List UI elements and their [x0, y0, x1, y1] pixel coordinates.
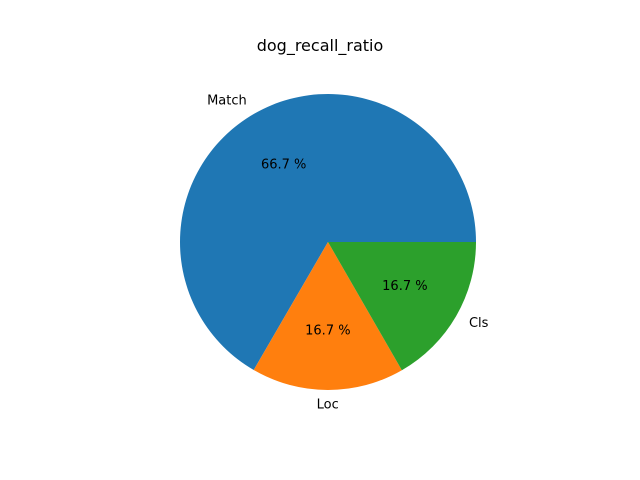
slice-percent-match: 66.7 % — [261, 158, 306, 173]
slice-label-cls: Cls — [469, 316, 489, 331]
slice-label-loc: Loc — [317, 397, 339, 412]
pie-slice-match — [180, 93, 477, 371]
pie-slice-loc — [253, 242, 402, 390]
slice-percent-cls: 16.7 % — [382, 279, 427, 294]
pie-slice-cls — [328, 242, 476, 371]
chart-title: dog_recall_ratio — [257, 36, 384, 56]
pie-wedges — [180, 93, 477, 390]
slice-percent-loc: 16.7 % — [305, 323, 350, 338]
pie-labels: Match 66.7 % Loc 16.7 % Cls 16.7 % — [207, 93, 489, 412]
slice-label-match: Match — [207, 93, 247, 108]
